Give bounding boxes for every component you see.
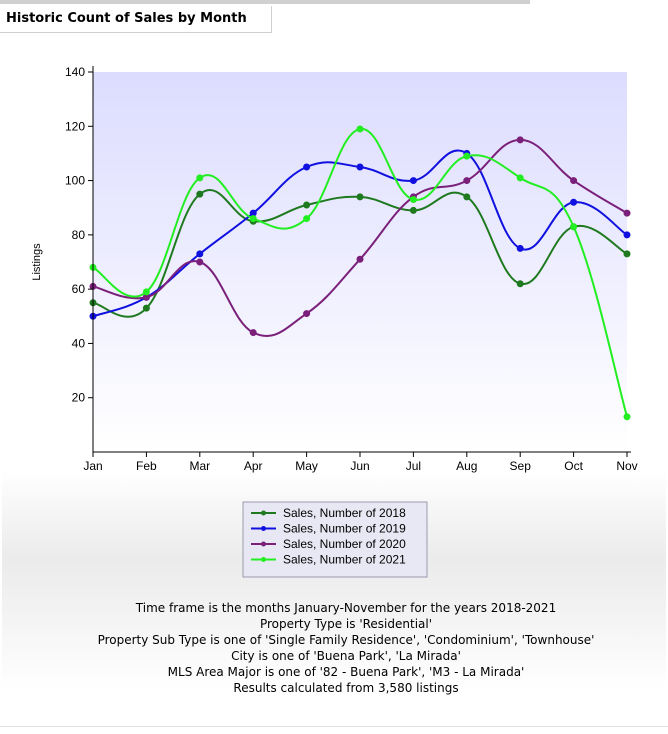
data-point <box>409 177 417 185</box>
legend-marker <box>261 510 266 516</box>
data-point <box>570 177 578 185</box>
data-point <box>516 174 524 182</box>
x-tick-label: Apr <box>244 459 263 473</box>
data-point <box>463 152 471 160</box>
x-tick-label: Nov <box>616 459 637 473</box>
chart-title-tab: Historic Count of Sales by Month <box>0 6 272 33</box>
data-point <box>570 223 578 231</box>
y-tick-label: 140 <box>65 65 85 79</box>
chart-title: Historic Count of Sales by Month <box>6 11 247 26</box>
data-point <box>463 177 471 185</box>
legend-marker <box>261 541 266 547</box>
y-tick-label: 100 <box>65 174 85 188</box>
data-point <box>356 125 364 133</box>
data-point <box>303 310 311 318</box>
data-point <box>303 215 311 223</box>
data-point <box>196 250 204 258</box>
criteria-line: City is one of 'Buena Park', 'La Mirada' <box>231 649 461 663</box>
data-point <box>516 136 524 144</box>
data-point <box>623 413 631 421</box>
data-point <box>463 193 471 201</box>
x-tick-label: Feb <box>136 459 157 473</box>
y-tick-label: 60 <box>72 282 86 296</box>
legend-label: Sales, Number of 2021 <box>283 553 406 567</box>
data-point <box>516 280 524 288</box>
bottom-divider <box>0 726 668 727</box>
data-point <box>356 163 364 171</box>
data-point <box>623 250 631 258</box>
legend-box <box>242 501 428 578</box>
x-tick-label: Sep <box>510 459 532 473</box>
legend-label: Sales, Number of 2020 <box>283 537 406 551</box>
data-point <box>356 255 364 263</box>
data-point <box>196 174 204 182</box>
x-tick-label: Mar <box>189 459 210 473</box>
x-tick-label: Jun <box>350 459 369 473</box>
data-point <box>142 304 150 312</box>
chart-criteria: Time frame is the months January-Novembe… <box>0 600 668 696</box>
y-tick-label: 80 <box>72 228 86 242</box>
x-tick-label: Oct <box>564 459 583 473</box>
data-point <box>249 329 257 337</box>
criteria-line: MLS Area Major is one of '82 - Buena Par… <box>167 665 525 679</box>
data-point <box>409 196 417 204</box>
data-point <box>196 258 204 266</box>
x-tick-label: Aug <box>456 459 477 473</box>
data-point <box>142 288 150 296</box>
data-point <box>249 215 257 223</box>
criteria-line: Property Sub Type is one of 'Single Fami… <box>97 633 595 647</box>
criteria-line: Property Type is 'Residential' <box>259 617 433 631</box>
data-point <box>356 193 364 201</box>
series-1-group <box>89 189 631 318</box>
data-point <box>623 209 631 217</box>
data-point <box>516 244 524 252</box>
data-point <box>303 201 311 209</box>
data-point <box>623 231 631 239</box>
y-tick-label: 20 <box>72 391 86 405</box>
x-tick-label: Jul <box>406 459 421 473</box>
top-border <box>0 0 530 4</box>
series-4-group <box>89 125 631 421</box>
legend-marker <box>261 557 266 562</box>
legend-label: Sales, Number of 2018 <box>283 506 406 520</box>
y-tick-label: 120 <box>65 119 85 133</box>
data-point <box>196 190 204 198</box>
criteria-line: Time frame is the months January-Novembe… <box>135 601 557 615</box>
data-point <box>409 206 417 214</box>
y-tick-label: 40 <box>72 336 86 350</box>
legend-label: Sales, Number of 2019 <box>283 522 406 536</box>
criteria-line: Results calculated from 3,580 listings <box>233 681 459 695</box>
legend-marker <box>261 526 266 531</box>
x-tick-label: May <box>295 459 318 473</box>
x-tick-label: Jan <box>83 459 102 473</box>
data-point <box>570 198 578 206</box>
data-point <box>303 163 311 171</box>
line-chart: 20 40 60 80 100 120 140 Jan Feb Mar Apr May Jun Jul Au… <box>31 65 638 578</box>
y-axis-label: Listings <box>31 243 43 281</box>
